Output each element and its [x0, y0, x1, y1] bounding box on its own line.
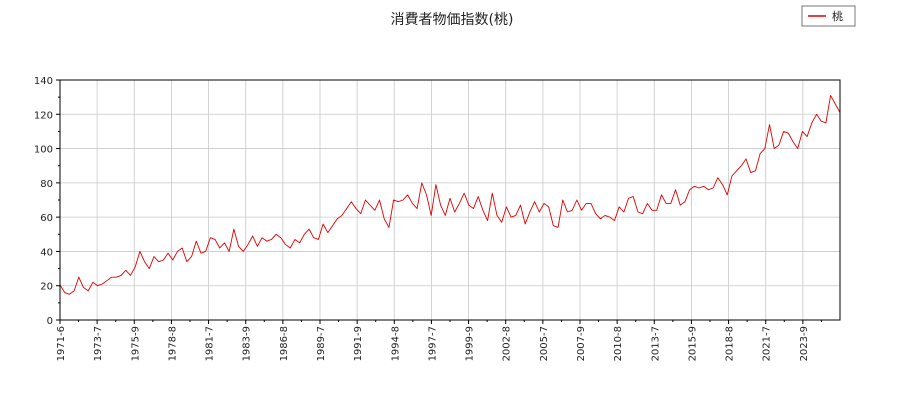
legend-label: 桃	[832, 9, 843, 23]
x-tick-label: 2023-9	[799, 326, 810, 361]
x-tick-label: 1994-8	[390, 326, 401, 361]
plot-frame	[59, 79, 841, 321]
x-tick-label: 2002-8	[502, 326, 513, 361]
y-tick-label: 40	[40, 247, 53, 258]
legend: 桃	[801, 5, 856, 27]
x-tick-label: 2013-7	[650, 326, 661, 361]
x-tick-label: 1971-6	[56, 326, 67, 361]
grid-lines	[59, 79, 840, 321]
y-tick-label: 120	[34, 110, 53, 121]
y-tick-label: 20	[40, 282, 53, 293]
x-tick-label: 2005-7	[539, 326, 550, 361]
x-tick-label: 2010-8	[613, 326, 624, 361]
x-tick-label: 2021-7	[762, 326, 773, 361]
chart-title: 消費者物価指数(桃)	[391, 12, 514, 28]
legend-box	[801, 5, 856, 27]
x-tick-label: 1975-9	[130, 326, 141, 361]
x-tick-label: 2015-9	[687, 326, 698, 361]
series-layer	[59, 94, 841, 295]
y-tick-label: 100	[34, 145, 53, 156]
x-tick-label: 1997-7	[427, 326, 438, 361]
x-tick-label: 1986-8	[279, 326, 290, 361]
x-tick-label: 1981-7	[205, 326, 216, 361]
series-line	[59, 94, 841, 295]
y-tick-label: 140	[34, 76, 53, 87]
y-axis: 0 20 40 60 80 100 120 140	[34, 76, 60, 327]
x-axis: 1971-6 1973-7 1975-9 1978-8 1981-7 1983-9 1986…	[56, 320, 822, 361]
y-tick-label: 0	[47, 316, 53, 327]
x-tick-label: 1973-7	[93, 326, 104, 361]
x-tick-label: 2018-8	[725, 326, 736, 361]
y-tick-label: 80	[40, 179, 53, 190]
x-tick-label: 1989-7	[316, 326, 327, 361]
x-tick-label: 1978-8	[167, 326, 178, 361]
x-tick-label: 2007-9	[576, 326, 587, 361]
x-tick-label: 1999-9	[465, 326, 476, 361]
x-tick-label: 1991-9	[353, 326, 364, 361]
y-tick-label: 60	[40, 213, 53, 224]
x-tick-label: 1983-9	[242, 326, 253, 361]
